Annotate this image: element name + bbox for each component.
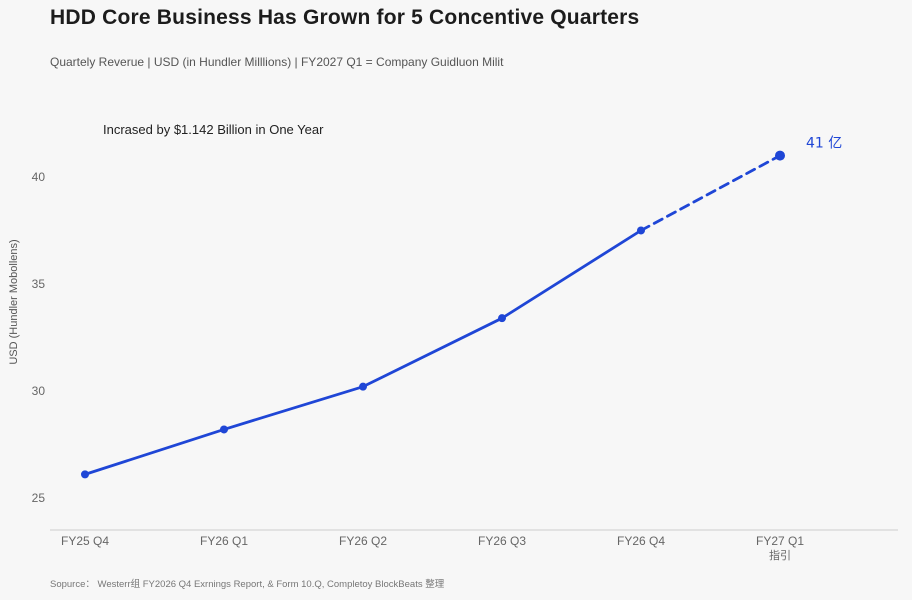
chart-title: HDD Core Business Has Grown for 5 Concen… (50, 6, 640, 29)
data-point (81, 470, 89, 479)
series-line-projected (639, 154, 782, 232)
x-tick-label: FY26 Q4 (617, 534, 665, 548)
source-note: Sopurce： Westerr组 FY2026 Q4 Exrnings Rep… (50, 579, 445, 590)
x-tick-label: FY26 Q1 (200, 534, 248, 548)
chart-subtitle: Quartely Reverue | USD (in Hundler Milll… (50, 55, 504, 69)
data-point (359, 382, 367, 391)
x-tick-label: FY26 Q3 (478, 534, 526, 548)
x-tick-label: FY27 Q1 (756, 534, 804, 548)
data-point (637, 226, 645, 235)
y-tick-label: 35 (32, 277, 46, 291)
data-point (220, 425, 228, 434)
data-point (498, 314, 506, 323)
y-tick-label: 40 (32, 170, 46, 184)
y-axis-label: USD (Hundler Mobollens) (8, 239, 20, 364)
y-tick-label: 25 (32, 491, 46, 505)
x-tick-sublabel: 指引 (769, 548, 791, 562)
growth-annotation: Incrased by $1.142 Billion in One Year (103, 122, 324, 137)
end-value-label: 41 亿 (806, 136, 842, 152)
y-tick-label: 30 (32, 384, 46, 398)
x-tick-label: FY26 Q2 (339, 534, 387, 548)
data-point (775, 150, 785, 161)
x-tick-label: FY25 Q4 (61, 534, 109, 548)
series-line-actual (83, 229, 643, 476)
